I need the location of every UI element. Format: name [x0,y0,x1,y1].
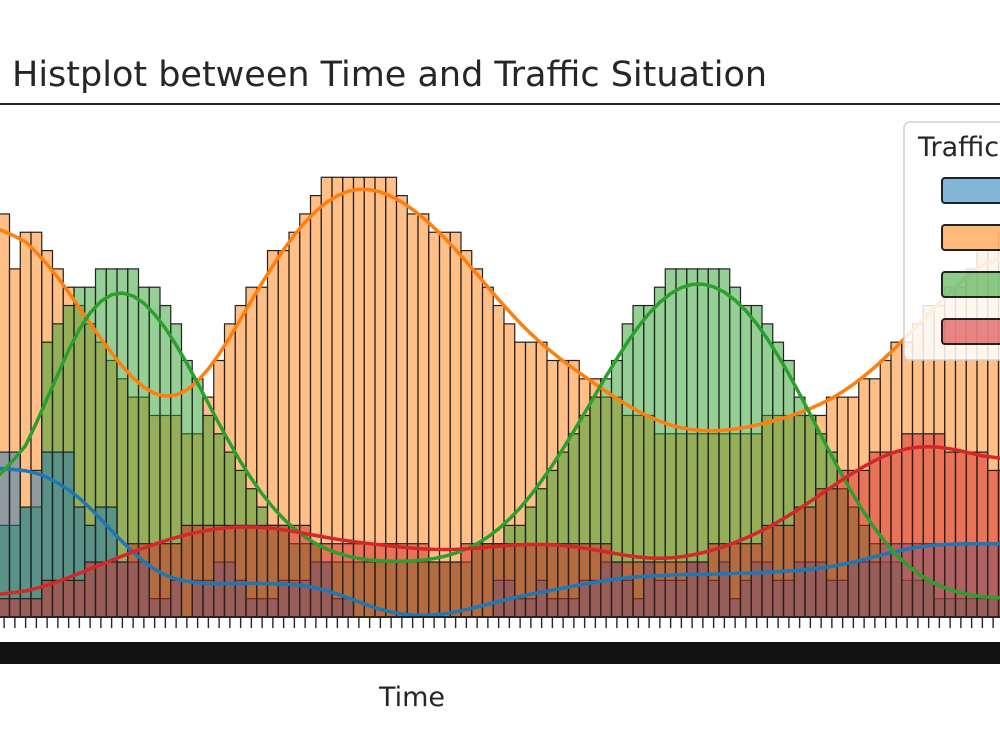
bar-high [891,452,902,617]
bar-high [321,544,332,617]
bar-high [493,544,504,617]
bar-high [526,544,537,617]
bar-high [429,562,440,617]
bar-high [816,489,827,617]
bar-high [805,507,816,617]
bar-high [504,544,515,617]
bar-high [536,544,547,617]
bar-high [612,562,623,617]
bar-high [794,507,805,617]
bar-high [902,434,913,617]
bar-high [246,525,257,617]
bar-high [10,599,21,617]
bar-high [53,580,64,617]
bar-high [633,562,644,617]
bar-high [655,562,666,617]
bar-high [375,544,386,617]
bar-high [880,452,891,617]
bar-high [461,544,472,617]
bar-high [96,562,107,617]
legend-swatch-low [942,178,1000,203]
bar-high [913,434,924,617]
bar-high [289,525,300,617]
bar-high [214,525,225,617]
bar-high [719,544,730,617]
bar-high [203,525,214,617]
bar-high [547,544,558,617]
bar-high [708,544,719,617]
x-ticks [0,618,1000,628]
x-tick-labels-overlap [0,642,1000,664]
bar-normal [440,232,451,617]
bar-high [923,434,934,617]
bar-high [63,580,74,617]
bar-high [225,525,236,617]
bar-high [192,525,203,617]
bar-high [74,580,85,617]
bar-high [966,452,977,617]
bar-high [579,544,590,617]
bar-high [160,544,171,617]
bar-high [751,544,762,617]
bar-high [31,599,42,617]
bar-high [407,544,418,617]
bar-high [354,544,365,617]
legend: Traffic Situation [904,122,1000,360]
bar-high [977,452,988,617]
bar-low [31,470,42,617]
legend-title: Traffic Situation [917,132,1000,163]
bar-high [397,544,408,617]
bar-high [117,562,128,617]
bar-high [0,599,10,617]
x-axis-label: Time [378,682,445,713]
legend-swatch-heavy [942,272,1000,297]
bar-high [418,544,429,617]
bar-high [837,470,848,617]
legend-swatch-high [942,319,1000,344]
bar-high [386,544,397,617]
bar-high [311,544,322,617]
bar-high [687,562,698,617]
bar-high [268,525,279,617]
bar-high [558,544,569,617]
legend-swatch-normal [942,225,1000,250]
bar-high [235,525,246,617]
bar-high [622,562,633,617]
bar-high [149,544,160,617]
bar-high [676,562,687,617]
bar-high [20,599,31,617]
bar-high [569,544,580,617]
bar-normal [450,232,461,617]
bar-high [859,470,870,617]
bar-high [182,525,193,617]
bar-high [440,562,451,617]
bar-high [257,525,268,617]
bars-layer [0,122,1000,617]
chart-title: Histplot between Time and Traffic Situat… [12,55,767,95]
bar-high [741,544,752,617]
bar-high [139,544,150,617]
bar-high [698,562,709,617]
bar-high [278,525,289,617]
bar-high [665,562,676,617]
bar-high [644,562,655,617]
bar-high [827,489,838,617]
bar-high [934,434,945,617]
bar-high [106,562,117,617]
bar-high [450,562,461,617]
bar-high [515,544,526,617]
bar-high [730,544,741,617]
